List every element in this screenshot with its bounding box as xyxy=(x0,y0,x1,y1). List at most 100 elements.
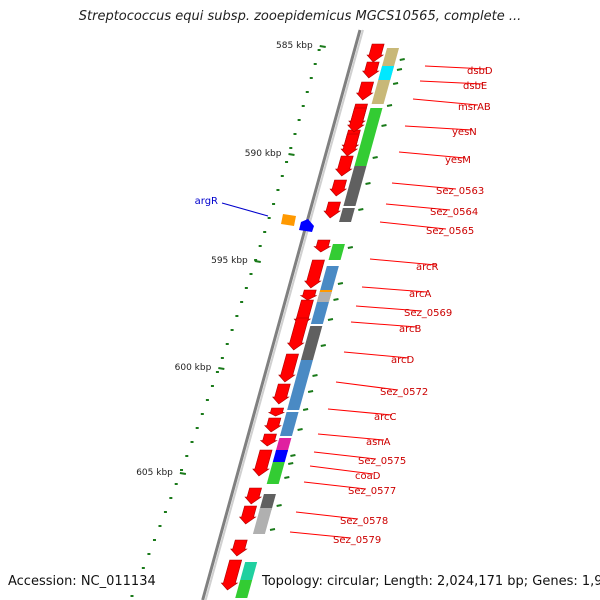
gene-label: Sez_0565 xyxy=(426,226,474,237)
tick-dot xyxy=(225,343,229,345)
gene-leader xyxy=(313,451,377,460)
gene-arrow xyxy=(362,61,380,79)
link-tick xyxy=(399,58,405,61)
gene-arrow xyxy=(278,353,299,383)
gene-label: Sez_0577 xyxy=(348,486,396,497)
gene-arrow xyxy=(259,433,278,447)
gene-label: arcA xyxy=(409,289,432,300)
tick-dot xyxy=(305,91,309,93)
gene-arrow xyxy=(268,407,285,417)
domain-block xyxy=(266,462,285,484)
tick-dot xyxy=(190,441,194,443)
link-tick xyxy=(396,68,403,71)
tick-dot xyxy=(205,399,209,401)
domain-block xyxy=(275,438,292,452)
gene-arrow xyxy=(286,317,309,351)
link-tick xyxy=(327,318,334,321)
domain-block xyxy=(378,66,395,80)
gene-label: msrAB xyxy=(458,102,491,113)
gene-arrow xyxy=(238,505,258,525)
tick-dot xyxy=(293,133,297,135)
topology-text: Topology: circular; Length: 2,024,171 bp… xyxy=(262,574,600,589)
kbp-tick-label: 595 kbp xyxy=(211,256,248,266)
link-tick xyxy=(333,298,339,301)
domain-block xyxy=(310,302,329,324)
link-tick xyxy=(297,428,303,431)
gene-leader xyxy=(309,465,374,475)
tick-dot xyxy=(215,371,219,373)
gene-label: asnA xyxy=(366,437,391,448)
gene-arrow xyxy=(230,539,248,557)
gene-leader xyxy=(350,321,418,328)
domain-block xyxy=(316,292,332,302)
kbp-tick-label: 590 kbp xyxy=(245,149,282,159)
gene-label: Sez_0579 xyxy=(333,535,381,546)
link-tick xyxy=(302,408,309,411)
kbp-tick xyxy=(254,260,261,263)
tick-dot xyxy=(130,595,134,597)
kbp-tick xyxy=(288,153,295,156)
gene-leader xyxy=(355,305,423,312)
link-tick xyxy=(337,282,344,285)
link-tick xyxy=(284,476,290,479)
gene-arrow xyxy=(244,487,263,505)
link-tick xyxy=(290,454,296,457)
link-tick xyxy=(347,246,354,249)
gene-arrow-reverse xyxy=(299,219,314,232)
gene-leader xyxy=(361,286,428,293)
domain-block xyxy=(300,326,323,360)
link-tick xyxy=(288,462,294,465)
gene-label: Sez_0563 xyxy=(436,186,484,197)
tick-dot xyxy=(272,203,276,205)
domain-block xyxy=(272,450,289,462)
tick-dot xyxy=(289,147,293,149)
gene-leader xyxy=(327,408,393,416)
genome-track: 585 kbp 590 kbp 595 kbp 600 kbp 605 kbp dsbD d… xyxy=(130,29,493,600)
gene-leader xyxy=(379,221,447,230)
domain-block xyxy=(259,494,276,510)
gene-leader xyxy=(221,202,269,217)
gene-arrow xyxy=(299,289,317,301)
tick-dot xyxy=(195,427,199,429)
link-tick xyxy=(386,104,393,107)
gene-arrow xyxy=(264,417,282,433)
tick-dot xyxy=(258,245,262,247)
gene-leader xyxy=(295,511,359,520)
gene-label: dsbE xyxy=(463,81,487,92)
tick-dot xyxy=(230,329,234,331)
gene-leader xyxy=(343,351,410,359)
link-tick xyxy=(392,82,399,85)
gene-label: yesM xyxy=(445,155,471,166)
tick-dot xyxy=(309,77,313,79)
gene-arrow xyxy=(329,179,348,197)
tick-dot xyxy=(244,287,248,289)
gene-arrow xyxy=(347,107,367,133)
gene-leader xyxy=(335,381,399,391)
domain-block xyxy=(354,108,383,166)
domain-block xyxy=(252,508,273,534)
tick-dot xyxy=(254,259,258,261)
gene-label: argR xyxy=(195,196,218,207)
link-tick xyxy=(320,344,326,347)
gene-arrow xyxy=(272,383,291,405)
gene-label: arcD xyxy=(391,355,415,366)
gene-arrow xyxy=(340,133,360,157)
gene-arrow xyxy=(355,81,375,101)
tick-dot xyxy=(263,231,267,233)
gene-label: Sez_0572 xyxy=(380,387,428,398)
gene-label: arcR xyxy=(416,262,439,273)
domain-block xyxy=(319,266,339,292)
domain-block xyxy=(382,48,400,64)
gene-leader xyxy=(424,65,488,70)
gene-label: dsbD xyxy=(467,66,493,77)
gene-leader xyxy=(404,125,473,131)
gene-label: arcB xyxy=(399,324,422,335)
gene-arrow xyxy=(334,155,354,177)
tick-dot xyxy=(276,189,280,191)
domain-block xyxy=(279,412,299,436)
tick-dot xyxy=(235,315,239,317)
gene-label: Sez_0575 xyxy=(358,456,406,467)
tick-dot xyxy=(147,553,151,555)
gene-arrow xyxy=(252,449,273,477)
